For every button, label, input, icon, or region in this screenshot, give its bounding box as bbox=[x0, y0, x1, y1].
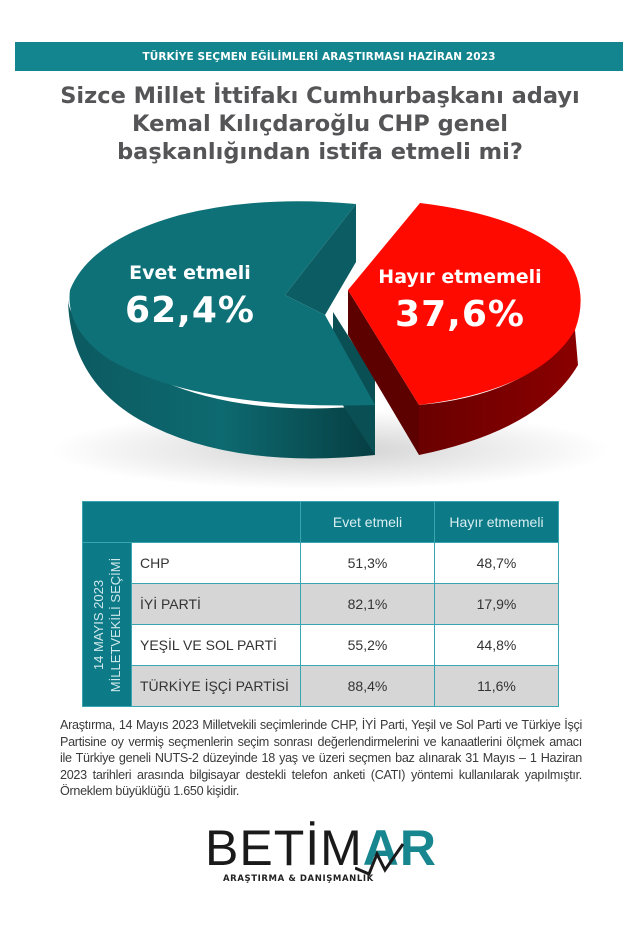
table-header-hayir: Hayır etmemeli bbox=[434, 501, 559, 543]
logo-main-text: BETİM bbox=[205, 820, 363, 876]
table-header-evet: Evet etmeli bbox=[300, 501, 435, 543]
table-row: YEŞİL VE SOL PARTİ 55,2% 44,8% bbox=[83, 624, 559, 666]
pie-label-evet-value: 62,4% bbox=[125, 290, 255, 331]
pie-label-hayir-value: 37,6% bbox=[395, 294, 525, 335]
logo-wordmark: BETİMAR bbox=[205, 820, 437, 876]
party-name: TÜRKİYE İŞÇİ PARTİSİ bbox=[131, 665, 301, 707]
logo-subtitle: ARAŞTIRMA & DANIŞMANLIK bbox=[223, 874, 374, 884]
table-header-blank bbox=[82, 501, 301, 543]
group-label-line-1: 14 MAYIS 2023 bbox=[91, 579, 106, 670]
pie-label-evet-category: Evet etmeli bbox=[129, 262, 251, 284]
party-name: İYİ PARTİ bbox=[131, 583, 301, 625]
question-line-1: Sizce Millet İttifakı Cumhurbaşkanı aday… bbox=[60, 83, 580, 109]
pie-slice-evet bbox=[68, 201, 375, 459]
pie-slice-hayir bbox=[348, 203, 581, 455]
question-title: Sizce Millet İttifakı Cumhurbaşkanı aday… bbox=[60, 82, 580, 166]
evet-value: 82,1% bbox=[300, 583, 435, 625]
question-line-3: başkanlığından istifa etmeli mi? bbox=[117, 139, 523, 165]
betimar-logo: BETİMAR ARAŞTIRMA & DANIŞMANLIK bbox=[205, 820, 445, 890]
group-label-line-2: MİLLETVEKİLİ SEÇİMİ bbox=[108, 557, 123, 692]
hayir-value: 17,9% bbox=[434, 583, 559, 625]
pie-label-hayir: Hayır etmemeli 37,6% bbox=[360, 266, 560, 335]
methodology-note: Araştırma, 14 Mayıs 2023 Milletvekili se… bbox=[60, 718, 582, 799]
table-header-row: Evet etmeli Hayır etmemeli bbox=[82, 501, 559, 543]
evet-value: 55,2% bbox=[300, 624, 435, 666]
question-line-2: Kemal Kılıçdaroğlu CHP genel bbox=[132, 111, 508, 137]
banner-text: TÜRKİYE SEÇMEN EĞİLİMLERİ ARAŞTIRMASI HA… bbox=[142, 50, 496, 63]
header-banner: TÜRKİYE SEÇMEN EĞİLİMLERİ ARAŞTIRMASI HA… bbox=[15, 42, 623, 71]
table-row: 14 MAYIS 2023 MİLLETVEKİLİ SEÇİMİ CHP 51… bbox=[82, 542, 559, 707]
logo-pulse-icon bbox=[355, 843, 405, 876]
party-name: YEŞİL VE SOL PARTİ bbox=[131, 624, 301, 666]
pie-label-evet: Evet etmeli 62,4% bbox=[105, 262, 275, 331]
evet-value: 88,4% bbox=[300, 665, 435, 707]
hayir-value: 48,7% bbox=[434, 542, 559, 584]
hayir-value: 11,6% bbox=[434, 665, 559, 707]
hayir-value: 44,8% bbox=[434, 624, 559, 666]
party-name: CHP bbox=[131, 542, 301, 584]
pie-label-hayir-category: Hayır etmemeli bbox=[378, 266, 542, 288]
table-row: İYİ PARTİ 82,1% 17,9% bbox=[83, 583, 559, 625]
table-row: TÜRKİYE İŞÇİ PARTİSİ 88,4% 11,6% bbox=[83, 665, 559, 707]
results-table: Evet etmeli Hayır etmemeli 14 MAYIS 2023… bbox=[82, 501, 559, 707]
table-group-label: 14 MAYIS 2023 MİLLETVEKİLİ SEÇİMİ bbox=[82, 542, 132, 707]
evet-value: 51,3% bbox=[300, 542, 435, 584]
